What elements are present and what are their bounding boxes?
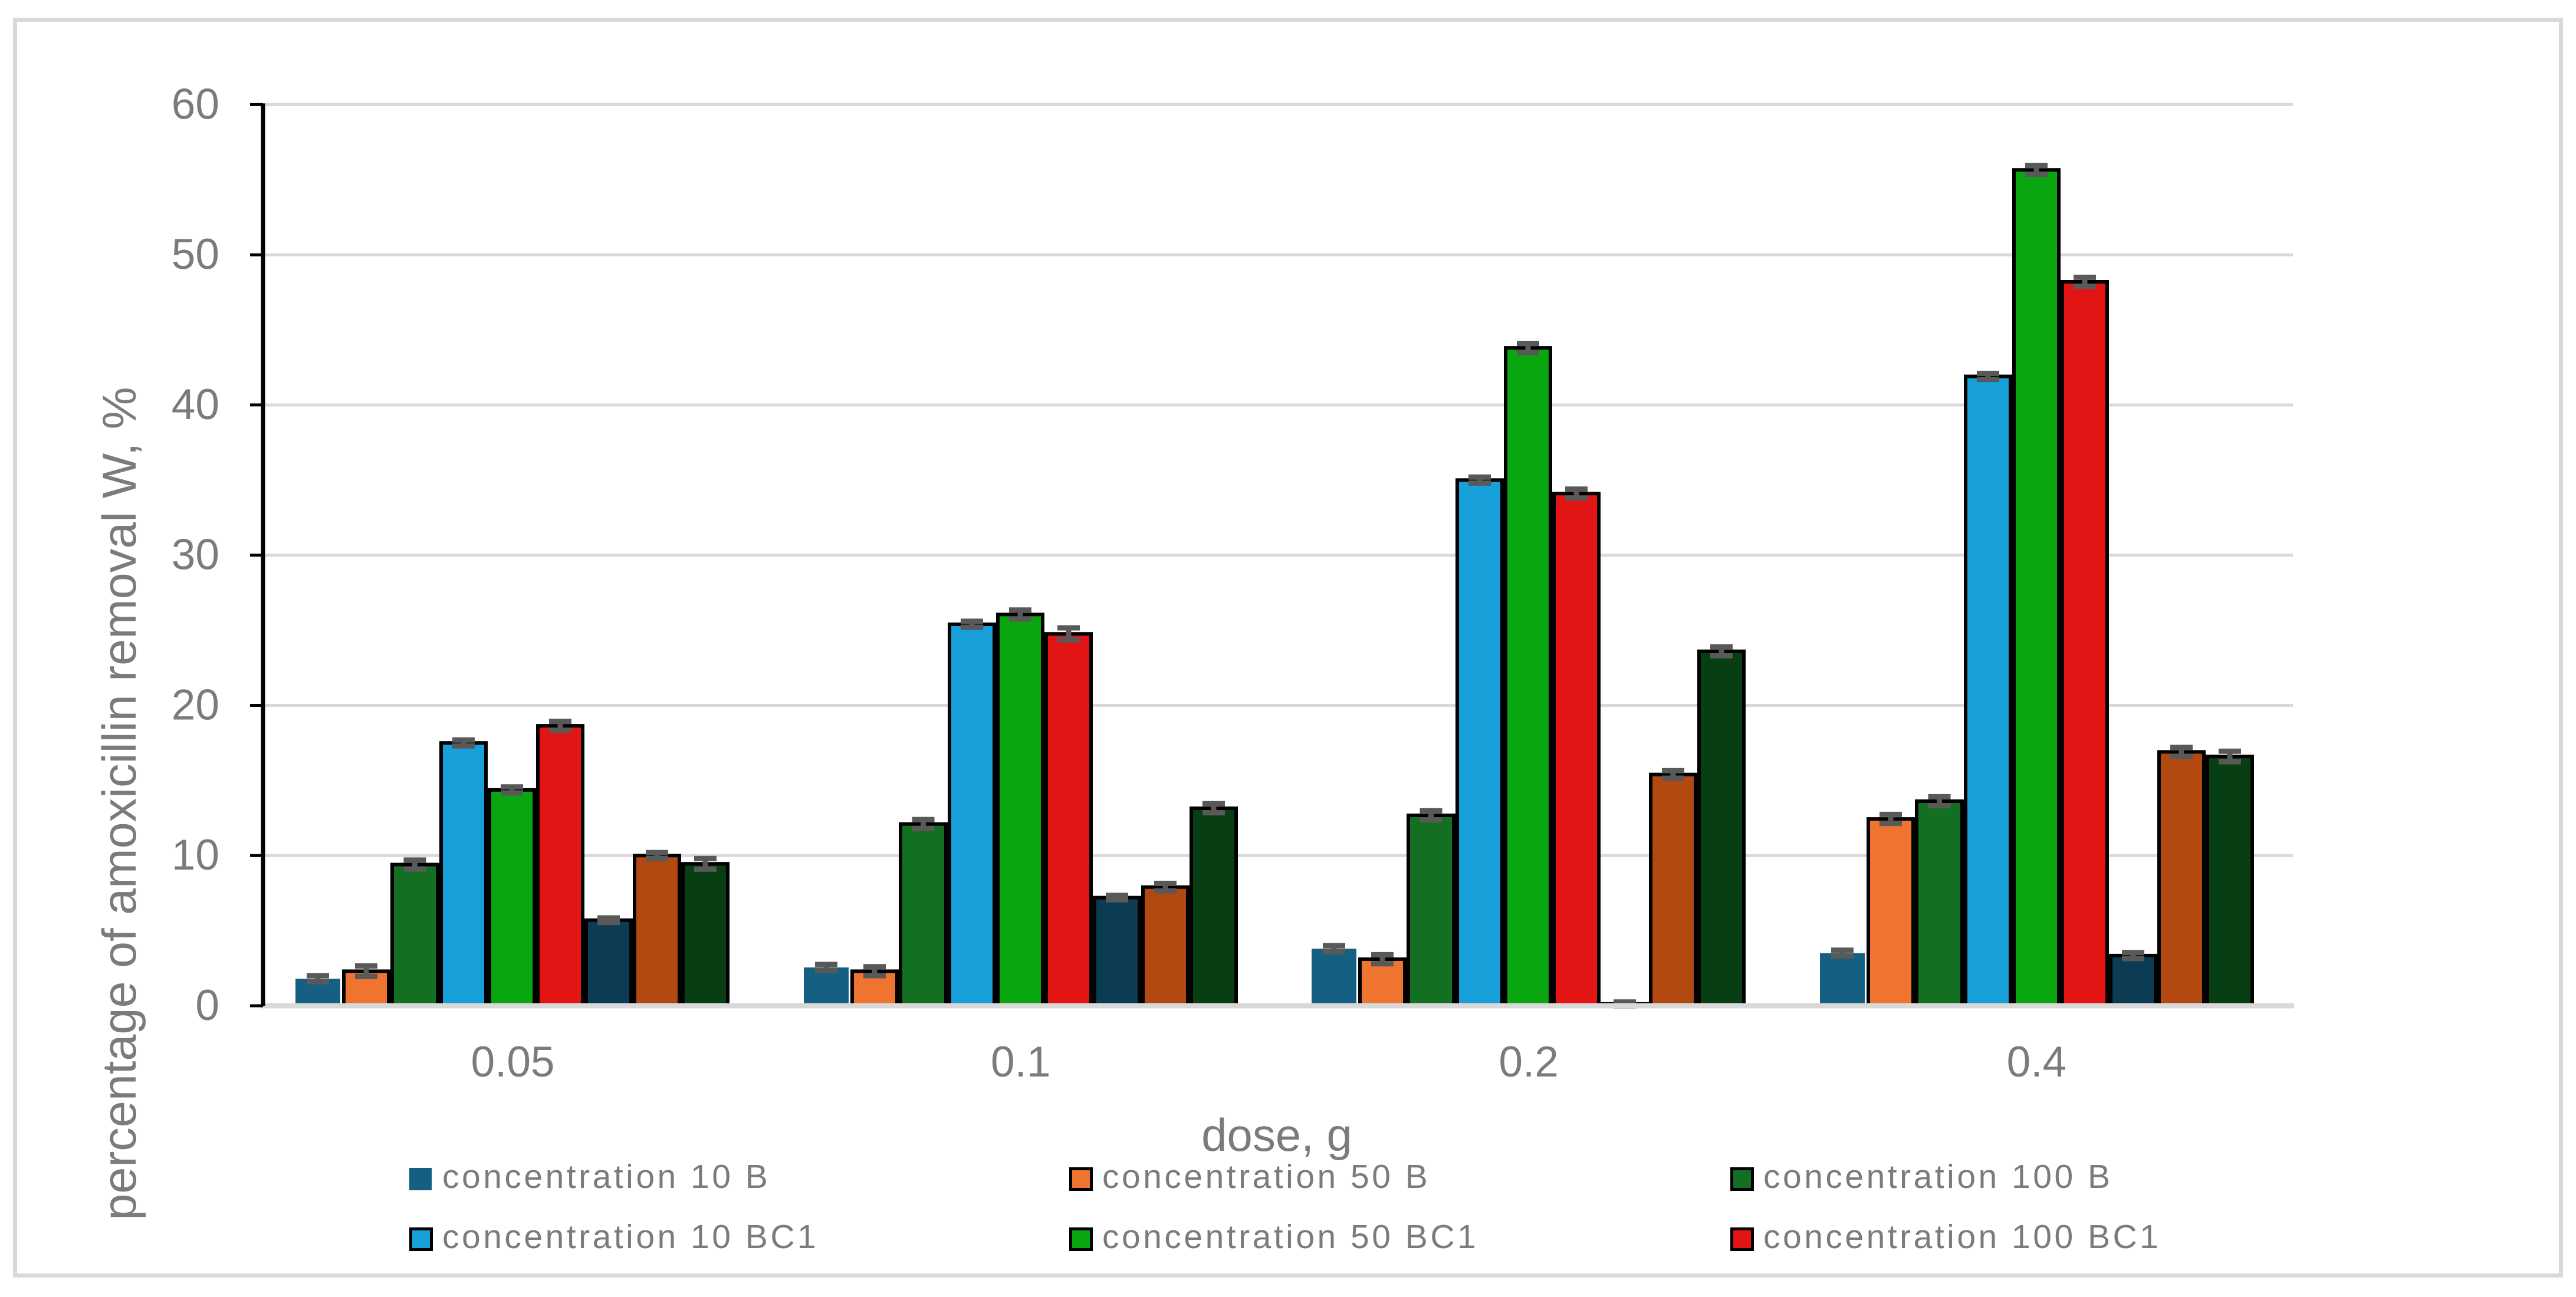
svg-text:60: 60 (172, 80, 219, 128)
svg-text:concentration 10 BC1: concentration 10 BC1 (442, 1218, 819, 1256)
svg-text:50: 50 (172, 231, 219, 278)
svg-text:concentration 50 BC1: concentration 50 BC1 (1102, 1218, 1478, 1256)
svg-text:30: 30 (172, 531, 219, 579)
svg-text:concentration 10 B: concentration 10 B (442, 1158, 770, 1196)
svg-text:concentration 100 B: concentration 100 B (1763, 1158, 2113, 1196)
svg-text:20: 20 (172, 682, 219, 729)
svg-text:0.1: 0.1 (991, 1038, 1050, 1086)
svg-text:0.05: 0.05 (471, 1038, 554, 1086)
svg-text:percentage of amoxicillin remo: percentage of amoxicillin removal W, % (93, 387, 146, 1220)
svg-text:dose, g: dose, g (1201, 1109, 1352, 1161)
svg-text:concentration 100 BC1: concentration 100 BC1 (1763, 1218, 2161, 1256)
svg-text:0: 0 (195, 982, 219, 1029)
svg-text:40: 40 (172, 381, 219, 429)
svg-text:0.4: 0.4 (2007, 1038, 2066, 1086)
svg-text:10: 10 (172, 831, 219, 879)
svg-text:0.2: 0.2 (1499, 1038, 1558, 1086)
svg-text:concentration 50 B: concentration 50 B (1102, 1158, 1430, 1196)
